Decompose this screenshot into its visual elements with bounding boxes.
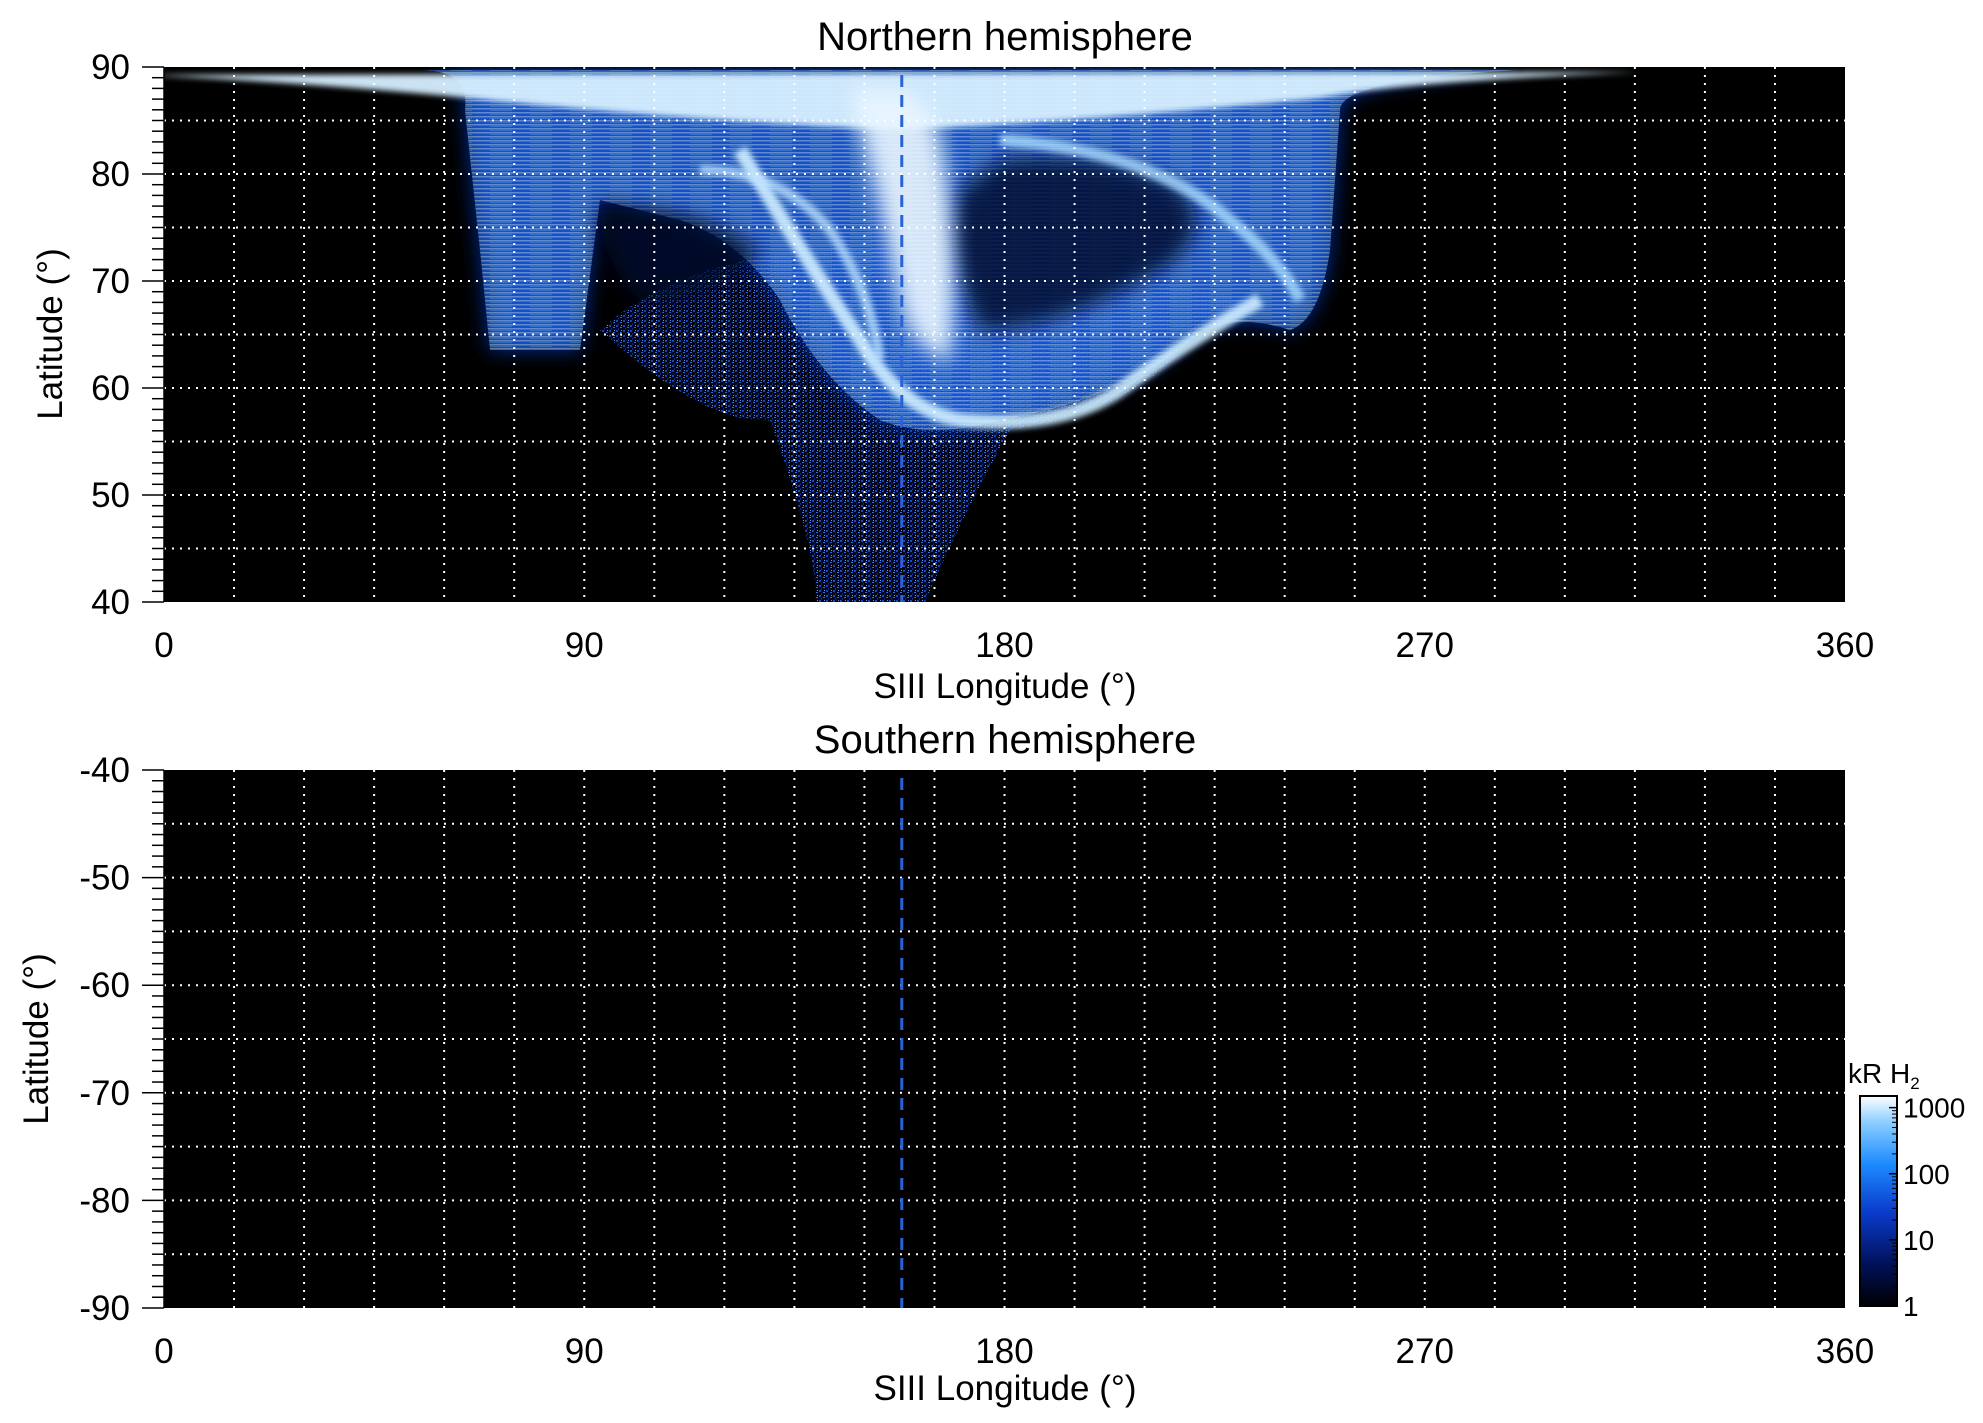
emission-inner-arc <box>699 165 885 361</box>
emission-dawn-arc <box>999 134 1306 303</box>
x-tick-labels: 0 90 180 270 360 <box>154 626 1874 665</box>
y-axis-label: Latitude (°) <box>31 248 70 420</box>
emission-dark-left <box>600 209 760 300</box>
x-tick-label: 90 <box>565 1332 604 1371</box>
axis-ticks <box>142 769 165 1309</box>
y-tick-label: 80 <box>91 155 130 194</box>
panel-title: Northern hemisphere <box>817 15 1193 59</box>
y-tick-label: -70 <box>79 1074 130 1113</box>
northern-hemisphere-panel: Northern hemisphere 0 90 180 270 360 4 <box>31 15 1874 706</box>
x-tick-label: 0 <box>154 1332 173 1371</box>
grid <box>164 770 1845 1308</box>
x-tick-label: 360 <box>1816 1332 1874 1371</box>
colorbar-tick-label: 10 <box>1903 1225 1934 1256</box>
colorbar-tick-label: 100 <box>1903 1159 1950 1190</box>
y-tick-label: -60 <box>79 966 130 1005</box>
y-tick-label: -50 <box>79 859 130 898</box>
y-tick-label: 90 <box>91 48 130 87</box>
y-tick-label: -40 <box>79 751 130 790</box>
axis-ticks <box>142 66 165 603</box>
x-tick-labels: 0 90 180 270 360 <box>154 1332 1874 1371</box>
colorbar-tick-label: 1 <box>1903 1291 1919 1322</box>
colorbar: kR H2 1 10 100 1000 <box>1848 1058 1965 1322</box>
colorbar-gradient <box>1859 1095 1898 1307</box>
x-tick-label: 180 <box>975 1332 1033 1371</box>
x-tick-label: 270 <box>1396 1332 1454 1371</box>
y-tick-label: 50 <box>91 476 130 515</box>
y-tick-labels: 40 50 60 70 80 90 <box>91 48 130 622</box>
x-tick-label: 0 <box>154 626 173 665</box>
x-tick-label: 180 <box>975 626 1033 665</box>
x-axis-label: SIII Longitude (°) <box>873 1369 1136 1408</box>
panel-title: Southern hemisphere <box>814 718 1196 762</box>
emission-main-arc <box>733 146 1264 429</box>
grid <box>164 67 1845 602</box>
x-tick-label: 270 <box>1396 626 1454 665</box>
y-axis-label: Latitude (°) <box>17 953 56 1125</box>
y-tick-label: 70 <box>91 262 130 301</box>
emission-diffuse-tail <box>770 420 1010 602</box>
y-tick-label: -90 <box>79 1289 130 1328</box>
y-tick-labels: -40 -50 -60 -70 -80 -90 <box>79 751 130 1328</box>
colorbar-ticks: 1 10 100 1000 <box>1889 1093 1965 1322</box>
colorbar-tick-label: 1000 <box>1903 1093 1965 1124</box>
x-axis-label: SIII Longitude (°) <box>873 667 1136 706</box>
x-tick-label: 90 <box>565 626 604 665</box>
y-tick-label: 60 <box>91 369 130 408</box>
southern-hemisphere-panel: Southern hemisphere 0 90 180 270 360 -40-50-… <box>17 718 1874 1408</box>
colorbar-label: kR H2 <box>1848 1058 1920 1093</box>
x-tick-label: 360 <box>1816 626 1874 665</box>
y-tick-label: 40 <box>91 583 130 622</box>
y-tick-label: -80 <box>79 1181 130 1220</box>
